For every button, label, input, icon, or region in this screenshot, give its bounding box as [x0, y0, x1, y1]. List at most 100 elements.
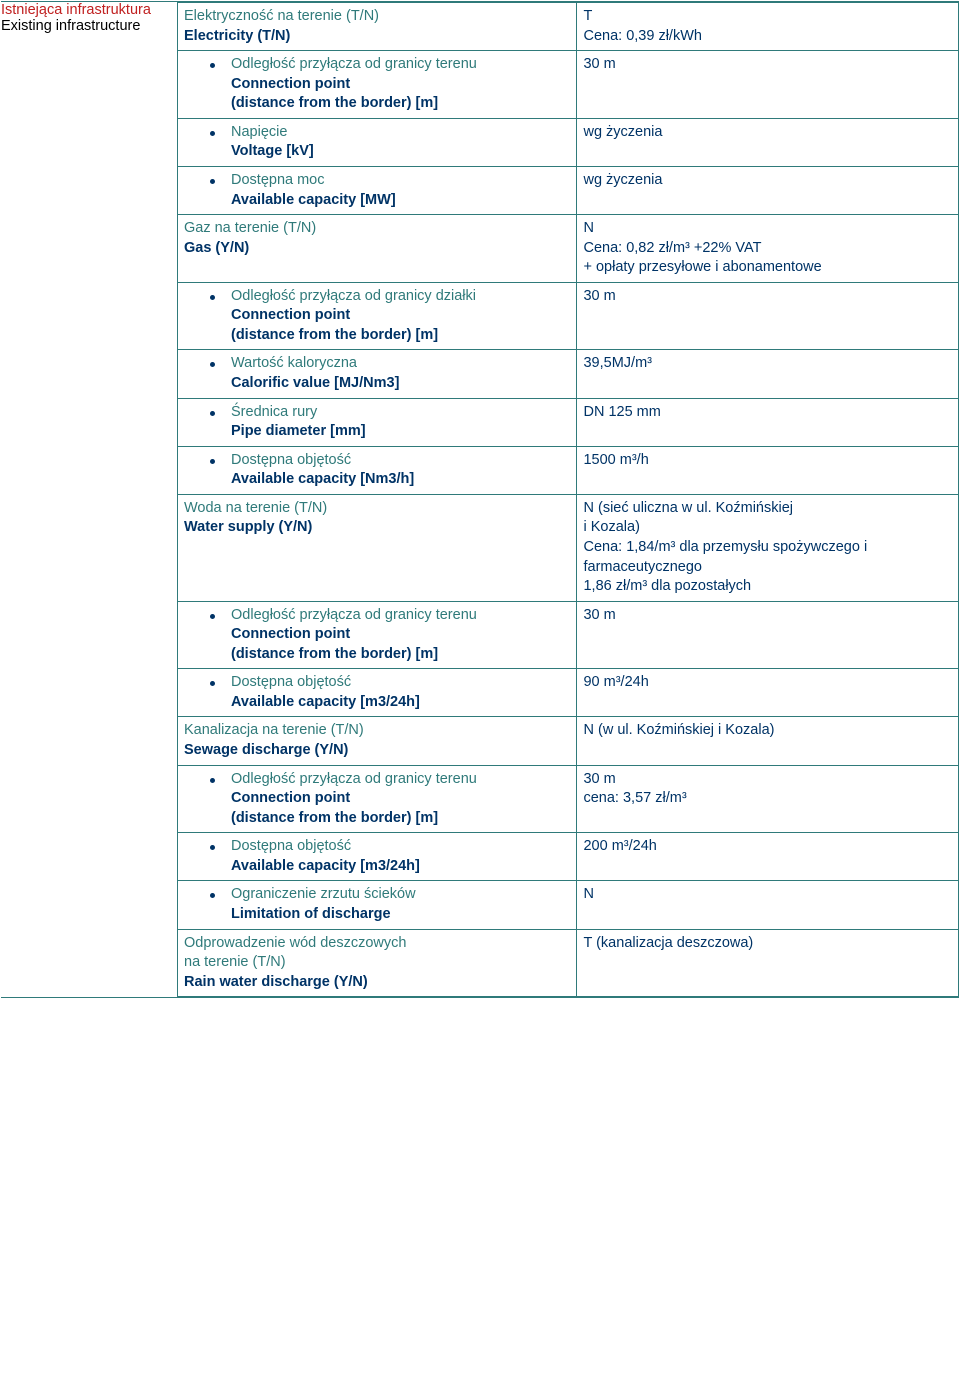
label-pl: Ograniczenie zrzutu ścieków: [231, 886, 416, 902]
label-en: Available capacity [MW]: [231, 192, 396, 208]
bullet-row: Dostępna objętość Available capacity [m3/…: [178, 669, 959, 717]
label-pl: Elektryczność na terenie (T/N): [184, 8, 379, 24]
label-cell: Dostępna moc Available capacity [MW]: [178, 166, 577, 214]
label-en: Available capacity [m3/24h]: [231, 858, 420, 874]
label-en: Gas (Y/N): [184, 240, 249, 256]
value-text: 30 m: [583, 288, 615, 304]
label-cell: Gaz na terenie (T/N)Gas (Y/N): [178, 215, 577, 283]
bullet-icon: [210, 681, 215, 686]
bullet-row: Odległość przyłącza od granicy terenuCon…: [178, 601, 959, 669]
bullet-row: Dostępna moc Available capacity [MW] wg ży…: [178, 166, 959, 214]
value-text: NCena: 0,82 zł/m³ +22% VAT+ opłaty przes…: [583, 220, 821, 275]
value-text: 30 m: [583, 56, 615, 72]
bullet-row: Dostępna objętośćAvailable capacity [Nm3…: [178, 446, 959, 494]
bullet-icon: [210, 63, 215, 68]
label-en: Sewage discharge (Y/N): [184, 742, 348, 758]
label-pl: Odległość przyłącza od granicy terenu: [231, 771, 477, 787]
label-en: Calorific value [MJ/Nm3]: [231, 375, 399, 391]
label-pl: Dostępna objętość: [231, 674, 351, 690]
label-cell: Napięcie Voltage [kV]: [178, 118, 577, 166]
label-pl: Odprowadzenie wód deszczowychna terenie …: [184, 935, 406, 971]
value-cell: 1500 m³/h: [577, 446, 959, 494]
value-text: 30 m: [583, 607, 615, 623]
label-pl: Kanalizacja na terenie (T/N): [184, 722, 364, 738]
value-cell: T (kanalizacja deszczowa): [577, 929, 959, 997]
bullet-icon: [210, 614, 215, 619]
label-en: Voltage [kV]: [231, 143, 314, 159]
section-row: Kanalizacja na terenie (T/N) Sewage disch…: [178, 717, 959, 765]
value-text: 39,5MJ/m³: [583, 355, 652, 371]
label-en: Connection point(distance from the borde…: [231, 307, 438, 343]
label-cell: Odprowadzenie wód deszczowychna terenie …: [178, 929, 577, 997]
value-cell: N (sieć uliczna w ul. Koźmińskieji Kozal…: [577, 494, 959, 601]
value-cell: 30 mcena: 3,57 zł/m³: [577, 765, 959, 833]
value-text: TCena: 0,39 zł/kWh: [583, 8, 701, 44]
bullet-row: Dostępna objętośćAvailable capacity [m3/…: [178, 833, 959, 881]
category-cell: Istniejąca infrastruktura Existing infra…: [1, 2, 177, 998]
label-pl: Odległość przyłącza od granicy działki: [231, 288, 476, 304]
label-pl: Dostępna moc: [231, 172, 325, 188]
value-text: DN 125 mm: [583, 404, 660, 420]
bullet-row: Średnica ruryPipe diameter [mm] DN 125 mm: [178, 398, 959, 446]
label-cell: Dostępna objętośćAvailable capacity [m3/…: [178, 833, 577, 881]
label-cell: Odległość przyłącza od granicy działki Co…: [178, 282, 577, 350]
label-en: Electricity (T/N): [184, 28, 290, 44]
bullet-row: Odległość przyłącza od granicy terenu Con…: [178, 765, 959, 833]
label-cell: Średnica ruryPipe diameter [mm]: [178, 398, 577, 446]
label-cell: Elektryczność na terenie (T/N) Electricit…: [178, 3, 577, 51]
label-en: Rain water discharge (Y/N): [184, 974, 368, 990]
label-en: Connection point(distance from the borde…: [231, 790, 438, 826]
value-text: T (kanalizacja deszczowa): [583, 935, 753, 951]
label-pl: Dostępna objętość: [231, 452, 351, 468]
bullet-row: Ograniczenie zrzutu ścieków Limitation of…: [178, 881, 959, 929]
value-text: N (w ul. Koźmińskiej i Kozala): [583, 722, 774, 738]
bullet-icon: [210, 411, 215, 416]
label-en: Connection point(distance from the borde…: [231, 76, 438, 112]
section-row: Gaz na terenie (T/N)Gas (Y/N)NCena: 0,82…: [178, 215, 959, 283]
bullet-row: Odległość przyłącza od granicy terenu Con…: [178, 51, 959, 119]
label-en: Available capacity [m3/24h]: [231, 694, 420, 710]
value-text: N (sieć uliczna w ul. Koźmińskieji Kozal…: [583, 500, 867, 594]
section-row: Woda na terenie (T/N)Water supply (Y/N)N…: [178, 494, 959, 601]
bullet-icon: [210, 362, 215, 367]
value-cell: wg życzenia: [577, 166, 959, 214]
category-pl: Istniejąca infrastruktura: [1, 2, 151, 18]
label-cell: Odległość przyłącza od granicy terenuCon…: [178, 601, 577, 669]
bullet-row: Odległość przyłącza od granicy działki Co…: [178, 282, 959, 350]
label-cell: Wartość kalorycznaCalorific value [MJ/Nm…: [178, 350, 577, 398]
label-cell: Kanalizacja na terenie (T/N) Sewage disch…: [178, 717, 577, 765]
bullet-icon: [210, 778, 215, 783]
value-text: 30 mcena: 3,57 zł/m³: [583, 771, 686, 807]
label-cell: Woda na terenie (T/N)Water supply (Y/N): [178, 494, 577, 601]
label-cell: Dostępna objętość Available capacity [m3/…: [178, 669, 577, 717]
value-text: N: [583, 886, 593, 902]
value-cell: NCena: 0,82 zł/m³ +22% VAT+ opłaty przes…: [577, 215, 959, 283]
label-cell: Odległość przyłącza od granicy terenu Con…: [178, 51, 577, 119]
label-pl: Napięcie: [231, 124, 287, 140]
label-pl: Woda na terenie (T/N): [184, 500, 327, 516]
value-text: 200 m³/24h: [583, 838, 656, 854]
value-text: 90 m³/24h: [583, 674, 648, 690]
value-cell: 200 m³/24h: [577, 833, 959, 881]
label-pl: Odległość przyłącza od granicy terenu: [231, 56, 477, 72]
value-cell: 90 m³/24h: [577, 669, 959, 717]
value-cell: 30 m: [577, 51, 959, 119]
value-cell: TCena: 0,39 zł/kWh: [577, 3, 959, 51]
bullet-icon: [210, 295, 215, 300]
value-cell: wg życzenia: [577, 118, 959, 166]
bullet-icon: [210, 131, 215, 136]
value-cell: 39,5MJ/m³: [577, 350, 959, 398]
value-text: wg życzenia: [583, 124, 662, 140]
bullet-row: Wartość kalorycznaCalorific value [MJ/Nm…: [178, 350, 959, 398]
label-cell: Odległość przyłącza od granicy terenu Con…: [178, 765, 577, 833]
label-cell: Ograniczenie zrzutu ścieków Limitation of…: [178, 881, 577, 929]
label-pl: Odległość przyłącza od granicy terenu: [231, 607, 477, 623]
label-pl: Średnica rury: [231, 404, 317, 420]
value-text: wg życzenia: [583, 172, 662, 188]
value-cell: DN 125 mm: [577, 398, 959, 446]
value-cell: N: [577, 881, 959, 929]
value-text: 1500 m³/h: [583, 452, 648, 468]
label-en: Limitation of discharge: [231, 906, 391, 922]
bullet-icon: [210, 179, 215, 184]
section-row: Odprowadzenie wód deszczowychna terenie …: [178, 929, 959, 997]
